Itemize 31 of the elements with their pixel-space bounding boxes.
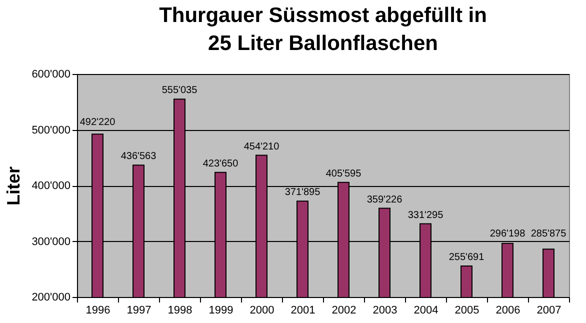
x-tick-label: 1999 [208,304,234,316]
x-tick-label: 2000 [250,304,274,316]
x-tick-label: 2006 [496,304,520,316]
data-label: 296'198 [490,228,526,240]
data-label: 423'650 [202,158,239,170]
data-label: 359'226 [366,194,403,206]
y-tick-label: 300'000 [32,236,70,248]
data-label: 492'220 [80,116,116,128]
x-tick-label: 2005 [454,304,480,316]
x-tick-label: 2003 [372,304,398,316]
y-tick-label: 600'000 [32,68,70,80]
x-tick-label: 2007 [536,304,562,316]
x-tick-label: 2001 [290,304,316,316]
data-label: 405'595 [326,168,362,180]
x-tick-label: 1996 [86,304,110,316]
data-label: 255'691 [448,252,485,264]
data-label: 285'875 [530,228,567,240]
x-tick-label: 1998 [168,304,192,316]
chart-title: Thurgauer Süssmost abgefüllt in 25 Liter Ballonflaschen [159,4,487,55]
y-tick-label: 500'000 [32,124,70,136]
data-label: 436'563 [120,151,157,162]
data-label: 331'295 [408,210,444,221]
data-label: 555'035 [162,85,198,96]
x-tick-label: 1997 [126,304,152,316]
y-tick-label: 400'000 [32,180,70,192]
y-tick-label: 200'000 [32,292,70,304]
data-label: 454'210 [244,141,280,152]
data-label: 371'895 [284,187,321,198]
x-tick-label: 2004 [414,304,438,316]
y-axis-title: Liter [4,166,24,206]
x-tick-label: 2002 [332,304,356,316]
